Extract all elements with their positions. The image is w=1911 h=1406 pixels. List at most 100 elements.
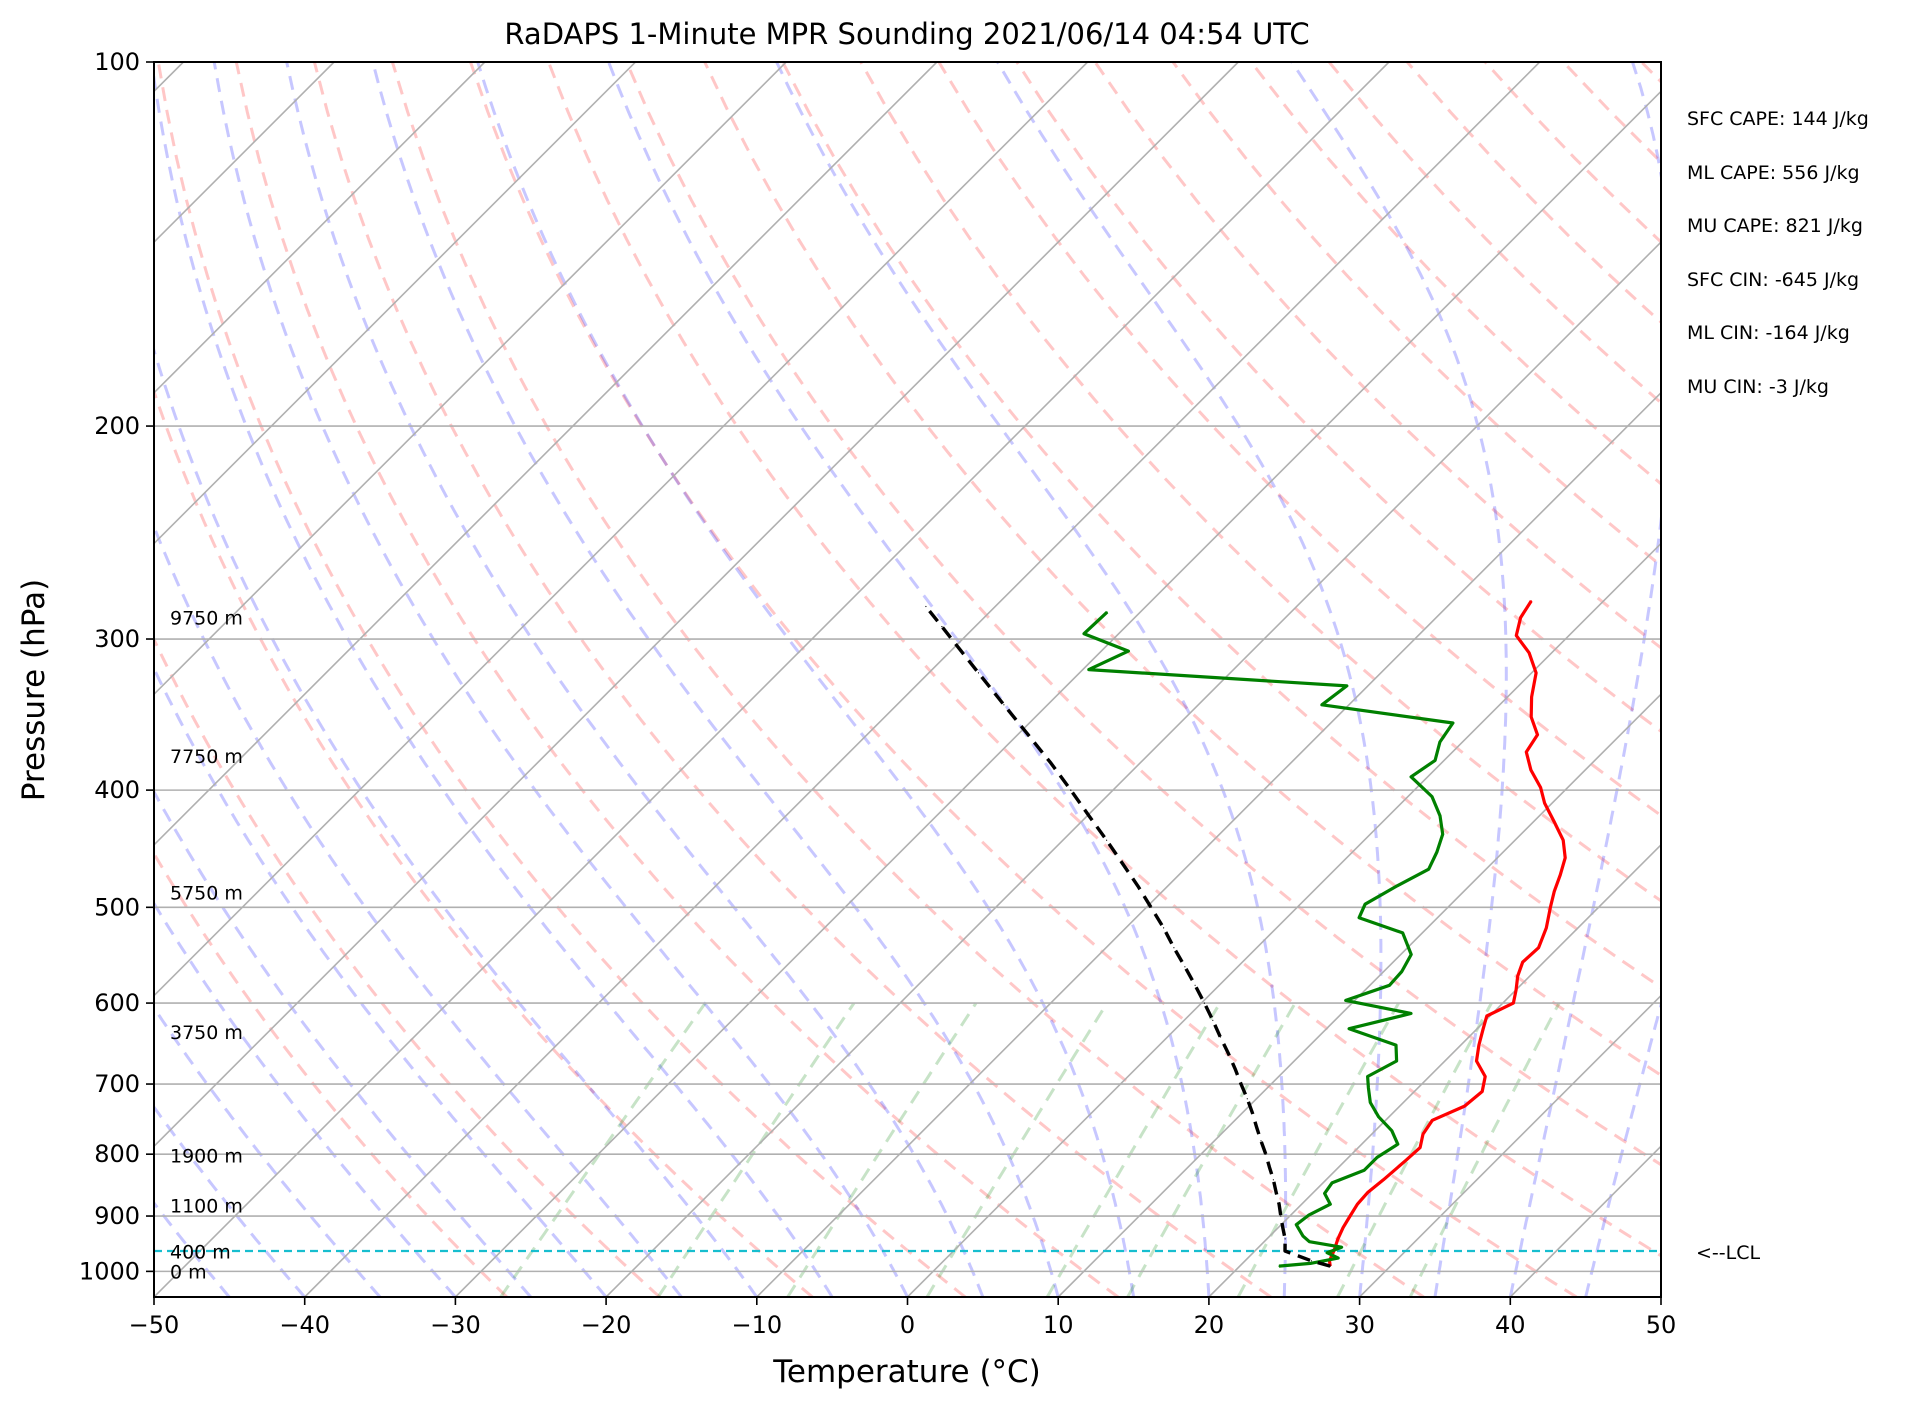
- isotherm: [454, 90, 1661, 1297]
- dewpoint-point: [1428, 868, 1430, 870]
- dry-adiabat: [154, 386, 814, 1297]
- moist-adiabats: [154, 62, 1661, 1297]
- temperature-point: [1486, 1015, 1488, 1017]
- parcel-point: [957, 647, 960, 649]
- isotherm: [906, 542, 1661, 1297]
- parcel-point: [1088, 815, 1090, 817]
- temperature-point: [1356, 1203, 1358, 1205]
- moist-adiabat: [285, 62, 985, 1297]
- dewpoint-point: [1369, 1101, 1371, 1104]
- x-tick-label: −10: [731, 1311, 782, 1339]
- isotherm-gridlines: [154, 62, 1661, 1297]
- dewpoint-point: [1337, 1257, 1339, 1259]
- parcel-point: [925, 605, 927, 608]
- mixing-ratio-line: [925, 1002, 1109, 1297]
- x-axis: −50 −40 −30 −20 −10 0 10 20 30 40 50: [129, 1297, 1677, 1339]
- moist-adiabat: [476, 62, 1136, 1297]
- mixing-ratio-line: [786, 1002, 978, 1297]
- temperature-point: [1536, 734, 1539, 736]
- dewpoint-point: [1345, 999, 1347, 1002]
- dewpoint-point: [1364, 903, 1366, 905]
- isotherm: [154, 62, 1089, 997]
- x-tick-label: 20: [1194, 1311, 1225, 1339]
- dewpoint-point: [1127, 650, 1129, 652]
- parcel-point: [1329, 1265, 1331, 1267]
- x-tick-label: 50: [1646, 1311, 1677, 1339]
- x-tick-label: −40: [279, 1311, 330, 1339]
- parcel-point: [1184, 966, 1186, 968]
- cape-sfc: SFC CAPE: 144 J/kg: [1687, 108, 1869, 130]
- temperature-point: [1562, 839, 1564, 841]
- dewpoint-point: [1295, 1224, 1297, 1226]
- parcel-point: [1246, 1098, 1248, 1100]
- temperature-point: [1349, 1215, 1351, 1217]
- dewpoint-point: [1367, 1075, 1369, 1078]
- isotherm: [154, 62, 787, 696]
- temperature-point: [1520, 617, 1522, 619]
- temperature-point: [1530, 716, 1532, 718]
- temperature-point: [1522, 961, 1524, 963]
- x-tick-label: 30: [1344, 1311, 1375, 1339]
- dewpoint-point: [1436, 851, 1438, 853]
- moist-adiabat: [154, 522, 683, 1297]
- dewpoint-point: [1410, 953, 1412, 956]
- y-tick-label: 400: [94, 776, 140, 804]
- height-label: 9750 m: [170, 608, 243, 630]
- temperature-point: [1404, 1160, 1407, 1162]
- isotherm: [154, 62, 637, 545]
- parcel-point: [1137, 885, 1139, 887]
- dewpoint-point: [1308, 1214, 1310, 1216]
- parcel-point: [1194, 984, 1196, 986]
- moist-adiabat: [212, 62, 909, 1297]
- isotherm: [756, 391, 1661, 1297]
- x-tick-label: 10: [1043, 1311, 1074, 1339]
- parcel-point: [1121, 862, 1124, 865]
- isotherm: [154, 62, 486, 394]
- dewpoint-point: [1410, 1012, 1412, 1015]
- temperature-point: [1540, 786, 1542, 789]
- y-tick-label: 1000: [79, 1257, 140, 1285]
- height-label: 5750 m: [170, 882, 243, 904]
- y-tick-label: 300: [94, 625, 140, 653]
- dewpoint-point: [1363, 1169, 1365, 1171]
- temperature-point: [1512, 1002, 1514, 1004]
- y-tick-label: 600: [94, 989, 140, 1017]
- temperature-point: [1549, 906, 1551, 908]
- cin-ml: ML CIN: -164 J/kg: [1687, 322, 1850, 344]
- dewpoint-point: [1397, 1143, 1399, 1145]
- cape-mu: MU CAPE: 821 J/kg: [1687, 215, 1863, 237]
- cape-cin-panel: SFC CAPE: 144 J/kg ML CAPE: 556 J/kg MU …: [1687, 108, 1869, 429]
- dewpoint-point: [1391, 1130, 1393, 1132]
- temperature-point: [1481, 1090, 1483, 1093]
- mixing-ratio-line: [1236, 1002, 1400, 1297]
- moist-adiabat: [154, 900, 457, 1297]
- temperature-point: [1525, 751, 1527, 753]
- temperature-point: [1484, 1075, 1486, 1078]
- height-label: 1900 m: [170, 1145, 243, 1167]
- dewpoint-point: [1088, 669, 1090, 671]
- dewpoint-point: [1439, 741, 1441, 743]
- parcel-point: [1227, 1052, 1229, 1054]
- dewpoint-point: [1302, 1235, 1304, 1237]
- dewpoint-point: [1396, 1060, 1398, 1062]
- moist-adiabat: [371, 62, 1060, 1297]
- parcel-point: [977, 672, 980, 674]
- temperature-point: [1528, 652, 1530, 654]
- temperature-trace: [1327, 600, 1567, 1267]
- dewpoint-point: [1324, 1192, 1326, 1194]
- parcel-point: [1163, 927, 1165, 929]
- dewpoint-point: [1106, 611, 1108, 613]
- parcel-point: [1272, 1179, 1274, 1181]
- moist-adiabat: [1290, 62, 1508, 1297]
- cape-ml: ML CAPE: 556 J/kg: [1687, 161, 1860, 184]
- dry-adiabat: [234, 62, 1119, 1297]
- dewpoint-point: [1346, 685, 1348, 687]
- dewpoint-point: [1329, 1203, 1331, 1205]
- y-tick-label: 700: [94, 1070, 140, 1098]
- dewpoint-point: [1396, 885, 1398, 887]
- parcel-point: [1265, 1153, 1267, 1155]
- dry-adiabat: [156, 62, 967, 1297]
- height-label: 400 m: [170, 1242, 231, 1264]
- parcel-point: [1268, 1166, 1270, 1168]
- parcel-point: [1280, 1215, 1282, 1217]
